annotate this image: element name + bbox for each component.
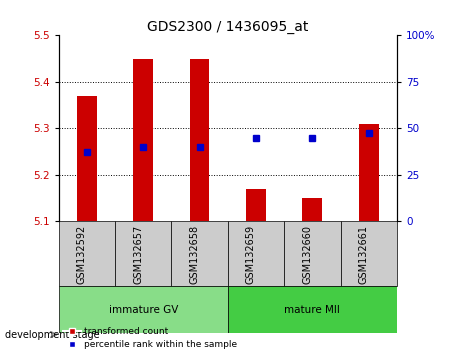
Bar [59, 221, 115, 286]
Text: GSM132592: GSM132592 [77, 224, 87, 284]
Legend: transformed count, percentile rank within the sample: transformed count, percentile rank withi… [63, 327, 237, 349]
Bar [303, 198, 322, 221]
Bar [77, 96, 97, 221]
Text: development stage: development stage [5, 330, 99, 339]
Bar [341, 221, 397, 286]
Bar [190, 59, 209, 221]
Bar [133, 59, 153, 221]
Bar [171, 221, 228, 286]
Text: immature GV: immature GV [109, 304, 178, 314]
Text: mature MII: mature MII [285, 304, 340, 314]
Bar [228, 286, 397, 333]
Title: GDS2300 / 1436095_at: GDS2300 / 1436095_at [147, 21, 308, 34]
Text: GSM132658: GSM132658 [189, 224, 199, 284]
Bar [59, 286, 228, 333]
Text: GSM132661: GSM132661 [359, 224, 369, 284]
Text: GSM132659: GSM132659 [246, 224, 256, 284]
Bar [115, 221, 171, 286]
Text: GSM132660: GSM132660 [302, 224, 312, 284]
Bar [228, 221, 284, 286]
Bar [246, 189, 266, 221]
Bar [284, 221, 341, 286]
Text: GSM132657: GSM132657 [133, 224, 143, 284]
Bar [359, 124, 378, 221]
